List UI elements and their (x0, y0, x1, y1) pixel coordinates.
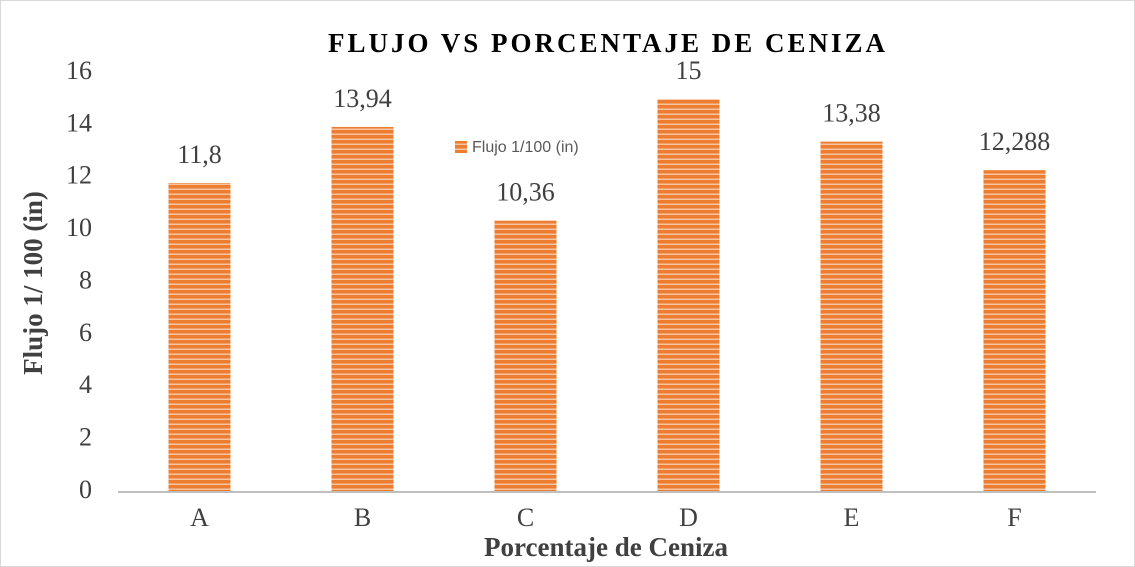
y-axis-label: Flujo 1/ 100 (in) (18, 191, 48, 375)
x-tick-label: F (1007, 503, 1021, 532)
bar (494, 220, 557, 492)
legend-swatch (455, 141, 467, 153)
y-tick-label: 0 (79, 475, 92, 504)
x-tick-label: D (679, 503, 698, 532)
bar (168, 182, 231, 493)
bar (983, 170, 1046, 492)
y-tick-label: 4 (79, 370, 92, 399)
data-label: 13,38 (822, 99, 881, 128)
x-tick-label: C (517, 503, 534, 532)
data-label: 11,8 (177, 140, 222, 169)
data-label: 13,94 (333, 84, 392, 113)
data-label: 10,36 (496, 178, 555, 207)
y-tick-label: 14 (66, 108, 92, 137)
x-tick-label: E (844, 503, 860, 532)
y-tick-label: 10 (66, 213, 92, 242)
bar (820, 141, 883, 492)
bar (657, 99, 720, 492)
y-tick-label: 16 (66, 56, 92, 85)
chart-title: FLUJO VS PORCENTAJE DE CENIZA (328, 28, 888, 58)
x-tick-label: B (354, 503, 371, 532)
x-axis-label: Porcentaje de Ceniza (484, 532, 728, 562)
data-label: 15 (676, 56, 702, 85)
legend-label: Flujo 1/100 (in) (472, 139, 579, 156)
y-tick-label: 12 (66, 161, 92, 190)
x-tick-label: A (190, 503, 209, 532)
y-tick-label: 8 (79, 265, 92, 294)
data-label: 12,288 (979, 127, 1051, 156)
bar (331, 126, 394, 492)
y-tick-label: 2 (79, 423, 92, 452)
y-tick-label: 6 (79, 318, 92, 347)
